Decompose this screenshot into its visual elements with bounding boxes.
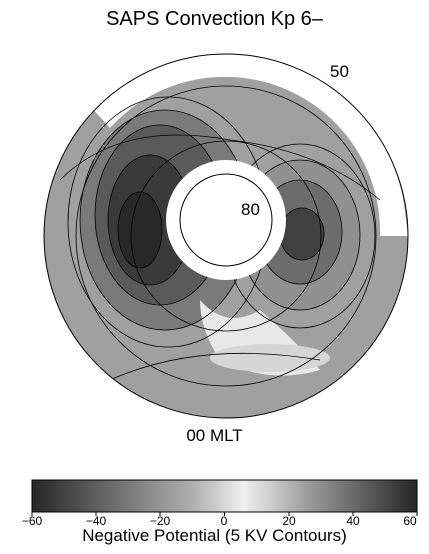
latitude-80-circle <box>179 173 273 267</box>
colorbar-tick-label: −20 <box>149 514 171 528</box>
latitude-60-circle <box>75 85 377 387</box>
latitude-label-50: 50 <box>330 62 349 81</box>
colorbar-tick-label: −40 <box>85 514 107 528</box>
colorbar-tick-label: 0 <box>220 514 228 528</box>
figure-title: SAPS Convection Kp 6– <box>106 8 323 30</box>
mlt-label: 00 MLT <box>186 426 243 445</box>
colorbar-tick-label: −60 <box>21 514 43 528</box>
pole-region <box>166 160 286 280</box>
latitude-50-circle <box>43 53 409 419</box>
latitude-70-circle <box>130 140 322 332</box>
colorbar-label: Negative Potential (5 KV Contours) <box>82 526 347 545</box>
colorbar-tick-label: 40 <box>346 514 360 528</box>
colorbar-tick-label: 60 <box>403 514 417 528</box>
colorbar-tick-label: 20 <box>282 514 296 528</box>
colorbar <box>31 479 418 513</box>
latitude-label-80: 80 <box>241 200 260 219</box>
colorbar-ticks <box>31 512 418 516</box>
